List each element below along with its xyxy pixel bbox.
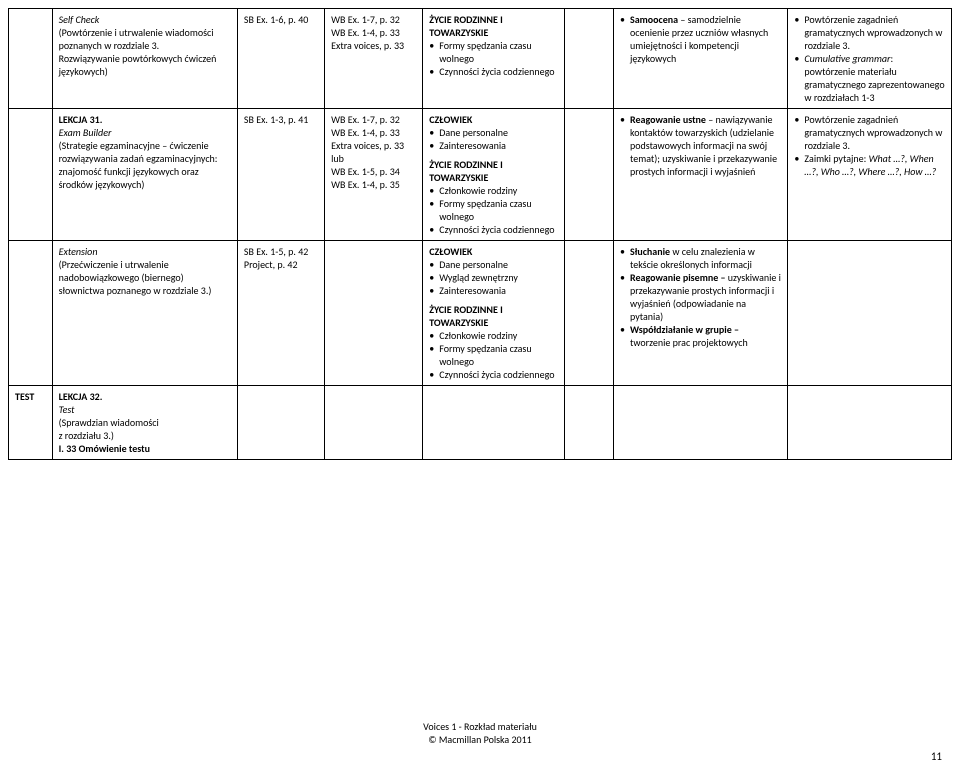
curriculum-table: Self Check(Powtórzenie i utrwalenie wiad…: [8, 8, 952, 460]
skill-cell: Słuchanie w celu znalezienia w tekście o…: [614, 241, 788, 386]
blank-cell: [564, 241, 613, 386]
topic-cell: [423, 386, 565, 460]
wb-cell: [325, 241, 423, 386]
grammar-cell: Powtórzenie zagadnień gramatycznych wpro…: [788, 109, 952, 241]
sb-cell: [237, 386, 324, 460]
skill-cell: Samoocena – samodzielnie ocenienie przez…: [614, 9, 788, 109]
page-number: 11: [8, 750, 952, 763]
footer-line1: Voices 1 - Rozkład materiału: [8, 720, 952, 733]
wb-cell: WB Ex. 1-7, p. 32WB Ex. 1-4, p. 33Extra …: [325, 109, 423, 241]
topic-cell: ŻYCIE RODZINNE I TOWARZYSKIEFormy spędza…: [423, 9, 565, 109]
row-label: [9, 109, 53, 241]
blank-cell: [564, 9, 613, 109]
lesson-cell: LEKCJA 32.Test(Sprawdzian wiadomościz ro…: [52, 386, 237, 460]
lesson-cell: Extension(Przećwiczenie i utrwalenie nad…: [52, 241, 237, 386]
topic-cell: CZŁOWIEKDane personalneZainteresowaniaŻY…: [423, 109, 565, 241]
row-label: [9, 9, 53, 109]
grammar-cell: [788, 386, 952, 460]
row-label: TEST: [9, 386, 53, 460]
blank-cell: [564, 386, 613, 460]
blank-cell: [564, 109, 613, 241]
grammar-cell: Powtórzenie zagadnień gramatycznych wpro…: [788, 9, 952, 109]
skill-cell: [614, 386, 788, 460]
topic-cell: CZŁOWIEKDane personalneWygląd zewnętrzny…: [423, 241, 565, 386]
grammar-cell: [788, 241, 952, 386]
sb-cell: SB Ex. 1-3, p. 41: [237, 109, 324, 241]
lesson-cell: Self Check(Powtórzenie i utrwalenie wiad…: [52, 9, 237, 109]
footer: Voices 1 - Rozkład materiału © Macmillan…: [8, 720, 952, 746]
lesson-cell: LEKCJA 31.Exam Builder(Strategie egzamin…: [52, 109, 237, 241]
sb-cell: SB Ex. 1-5, p. 42Project, p. 42: [237, 241, 324, 386]
wb-cell: WB Ex. 1-7, p. 32WB Ex. 1-4, p. 33Extra …: [325, 9, 423, 109]
sb-cell: SB Ex. 1-6, p. 40: [237, 9, 324, 109]
row-label: [9, 241, 53, 386]
skill-cell: Reagowanie ustne – nawiązywanie kontaktó…: [614, 109, 788, 241]
footer-line2: © Macmillan Polska 2011: [8, 733, 952, 746]
wb-cell: [325, 386, 423, 460]
